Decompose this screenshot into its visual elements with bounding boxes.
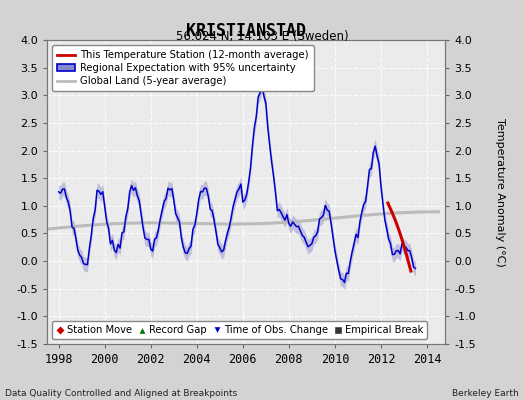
Title: KRISTIANSTAD: KRISTIANSTAD (186, 22, 307, 40)
Text: Berkeley Earth: Berkeley Earth (452, 389, 519, 398)
Text: Data Quality Controlled and Aligned at Breakpoints: Data Quality Controlled and Aligned at B… (5, 389, 237, 398)
Legend: Station Move, Record Gap, Time of Obs. Change, Empirical Break: Station Move, Record Gap, Time of Obs. C… (52, 321, 428, 339)
Text: 56.024 N, 14.103 E (Sweden): 56.024 N, 14.103 E (Sweden) (176, 30, 348, 43)
Y-axis label: Temperature Anomaly (°C): Temperature Anomaly (°C) (496, 118, 506, 266)
